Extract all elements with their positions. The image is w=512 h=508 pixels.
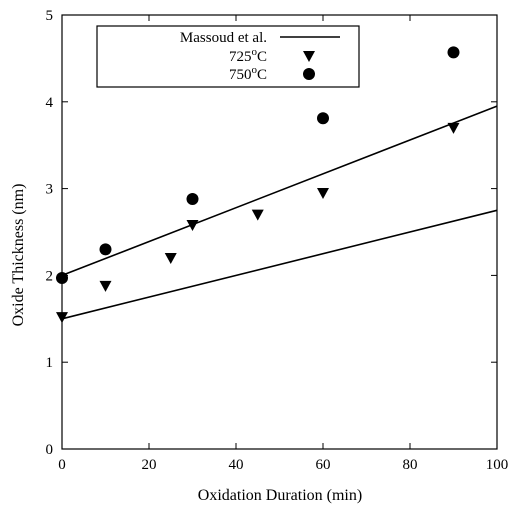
fit-lines	[61, 105, 498, 320]
point-725c	[447, 122, 460, 134]
axis-ticks: 0 20 40 60 80 100 0 1 2 3 4 5	[46, 8, 509, 473]
legend-750-sup: o	[251, 64, 257, 76]
y-tick-label: 3	[46, 182, 54, 198]
y-tick-label: 0	[46, 442, 54, 458]
point-725c	[317, 187, 329, 199]
point-750c	[447, 46, 460, 59]
y-tick-label: 2	[46, 268, 54, 284]
point-750c	[56, 272, 68, 285]
data-points	[56, 46, 460, 324]
legend-725-sup: o	[251, 46, 257, 58]
legend-725-tail: C	[257, 49, 267, 65]
y-tick-label: 5	[46, 8, 54, 24]
legend-box	[96, 25, 360, 88]
x-tick-label: 0	[58, 457, 66, 473]
point-725c	[164, 253, 177, 265]
point-750c	[99, 243, 112, 256]
y-axis-title: Oxide Thickness (nm)	[10, 184, 27, 327]
legend-750-tail: C	[257, 67, 267, 83]
y-tick-label: 4	[46, 95, 54, 111]
x-axis-title: Oxidation Duration (min)	[198, 487, 362, 504]
x-tick-label: 80	[403, 457, 418, 473]
point-725c	[56, 312, 68, 324]
massoud-fit-line-2	[61, 105, 498, 277]
massoud-fit-line-1	[61, 209, 498, 320]
legend-750-main: 750	[229, 67, 252, 83]
legend-label-725: 725oC	[229, 46, 267, 65]
legend-marker-725	[303, 51, 315, 62]
point-725c	[99, 280, 112, 292]
y-tick-label: 1	[46, 355, 54, 371]
point-750c	[317, 112, 329, 125]
legend-marker-750	[303, 68, 315, 80]
point-725c	[251, 209, 264, 221]
point-725c	[186, 220, 199, 232]
legend: Massoud et al. 725oC 750oC	[96, 25, 360, 88]
plot-frame	[61, 14, 498, 450]
legend-label-massoud: Massoud et al.	[180, 30, 267, 46]
x-tick-label: 60	[316, 457, 331, 473]
x-tick-label: 100	[486, 457, 509, 473]
point-750c	[186, 193, 199, 206]
legend-725-main: 725	[229, 49, 252, 65]
x-tick-label: 20	[142, 457, 157, 473]
x-tick-label: 40	[229, 457, 244, 473]
legend-label-750: 750oC	[229, 64, 267, 83]
